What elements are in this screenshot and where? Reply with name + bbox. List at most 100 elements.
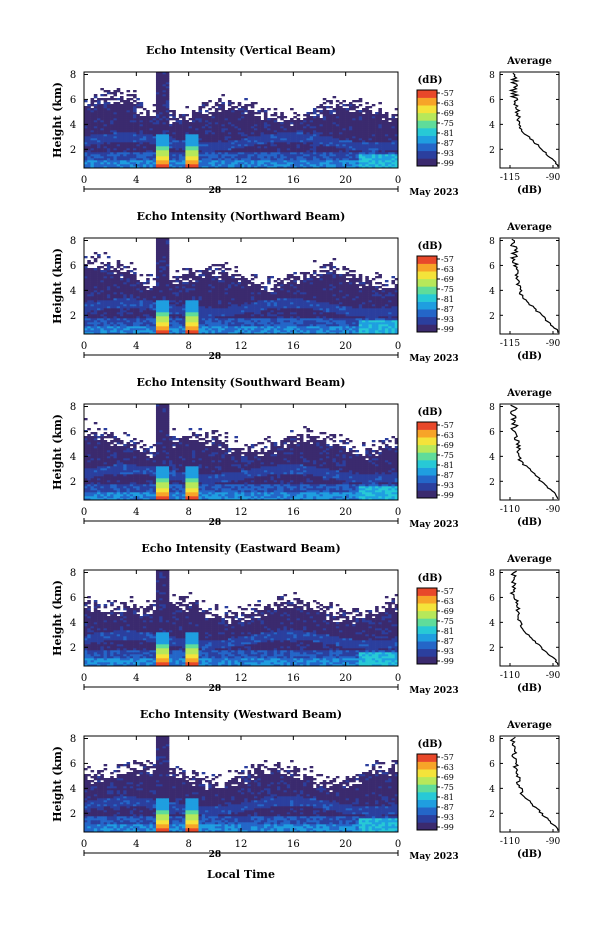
heatmap-cell xyxy=(326,142,330,145)
colorbar-unit: (dB) xyxy=(418,75,443,86)
heatmap-cell xyxy=(90,114,95,117)
heatmap-cell xyxy=(368,326,373,329)
heatmap-cell xyxy=(100,298,104,301)
heatmap-cell xyxy=(384,308,389,311)
heatmap-cell xyxy=(355,112,360,115)
heatmap-cell xyxy=(241,320,245,323)
heatmap-cell xyxy=(371,300,376,303)
heatmap-cell xyxy=(198,298,203,301)
heatmap-cell xyxy=(162,310,167,313)
heatmap-cell xyxy=(139,304,144,307)
heatmap-cell xyxy=(116,140,121,143)
heatmap-cell xyxy=(257,130,261,133)
heatmap-cell xyxy=(110,112,114,115)
heatmap-cell xyxy=(312,320,317,323)
heatmap-cell xyxy=(339,328,343,331)
heatmap-cell xyxy=(205,164,209,167)
heatmap-cell xyxy=(198,148,203,151)
heatmap-cell xyxy=(355,144,360,147)
heatmap-cell xyxy=(296,142,301,145)
heatmap-cell xyxy=(149,310,153,313)
heatmap-cell xyxy=(355,124,360,127)
heatmap-cell xyxy=(306,120,310,123)
heatmap-cell xyxy=(322,162,327,165)
heatmap-cell xyxy=(231,106,235,109)
heatmap-cell xyxy=(368,162,373,165)
heatmap-cell xyxy=(165,114,170,117)
heatmap-cell xyxy=(352,308,356,311)
heatmap-cell xyxy=(221,122,225,125)
heatmap-cell xyxy=(133,138,137,141)
heatmap-cell xyxy=(267,318,271,321)
heatmap-cell xyxy=(126,146,131,149)
heatmap-cell xyxy=(283,166,288,169)
heatmap-cell xyxy=(378,144,382,147)
heatmap-cell xyxy=(133,156,137,159)
heatmap-cell xyxy=(149,162,153,165)
heatmap-cell xyxy=(188,118,193,121)
heatmap-cell xyxy=(299,314,304,317)
heatmap-cell xyxy=(241,306,245,309)
heatmap-cell xyxy=(149,134,153,137)
heatmap-cell xyxy=(335,108,340,111)
heatmap-cell xyxy=(231,296,235,299)
heatmap-cell xyxy=(155,98,160,101)
heatmap-cell xyxy=(234,162,239,165)
heatmap-cell xyxy=(175,166,180,169)
heatmap-cell xyxy=(119,310,124,313)
heatmap-cell xyxy=(116,118,121,121)
heatmap-cell xyxy=(159,118,163,121)
heatmap-cell xyxy=(211,154,216,157)
heatmap-cell xyxy=(267,312,271,315)
heatmap-cell xyxy=(126,94,131,97)
heatmap-cell xyxy=(142,132,147,135)
heatmap-cell xyxy=(93,314,98,317)
heatmap-cell xyxy=(185,296,189,299)
heatmap-cell xyxy=(218,292,222,295)
heatmap-cell xyxy=(267,164,271,167)
x-tick-label: 8 xyxy=(185,175,191,186)
heatmap-cell xyxy=(244,310,248,313)
heatmap-cell xyxy=(182,136,186,139)
heatmap-cell xyxy=(290,316,294,319)
heatmap-cell xyxy=(169,158,173,161)
heatmap-cell xyxy=(394,316,399,319)
heatmap-cell xyxy=(332,162,337,165)
heatmap-cell xyxy=(139,144,144,147)
heatmap-cell xyxy=(352,142,356,145)
heatmap-cell xyxy=(384,156,389,159)
heatmap-cell xyxy=(106,140,111,143)
heatmap-cell xyxy=(123,328,127,331)
heatmap-cell xyxy=(116,104,121,107)
heatmap-cell xyxy=(254,332,258,335)
heatmap-cell xyxy=(381,328,386,331)
heatmap-cell xyxy=(84,154,88,157)
heatmap-cell xyxy=(273,108,278,111)
heatmap-cell xyxy=(384,312,389,315)
heatmap-cell xyxy=(326,298,330,301)
heatmap-cell xyxy=(90,320,95,323)
heatmap-cell xyxy=(214,318,219,321)
heatmap-cell xyxy=(93,320,98,323)
heatmap-cell xyxy=(188,308,193,311)
heatmap-cell xyxy=(165,316,170,319)
heatmap-cell xyxy=(378,164,382,167)
heatmap-cell xyxy=(254,300,258,303)
heatmap-cell xyxy=(362,158,366,161)
heatmap-cell xyxy=(306,150,310,153)
heatmap-cell xyxy=(283,130,288,133)
heatmap-cell xyxy=(110,302,114,305)
heatmap-cell xyxy=(211,136,216,139)
heatmap-cell xyxy=(175,294,180,297)
heatmap-cell xyxy=(155,140,160,143)
heatmap-cell xyxy=(322,120,327,123)
heatmap-cell xyxy=(381,146,386,149)
heatmap-cell xyxy=(201,154,206,157)
heatmap-cell xyxy=(195,304,199,307)
heatmap-cell xyxy=(244,330,248,333)
heatmap-cell xyxy=(162,166,167,169)
heatmap-cell xyxy=(90,154,95,157)
heatmap-cell xyxy=(224,320,229,323)
heatmap-cell xyxy=(375,128,379,131)
heatmap-cell xyxy=(100,112,104,115)
